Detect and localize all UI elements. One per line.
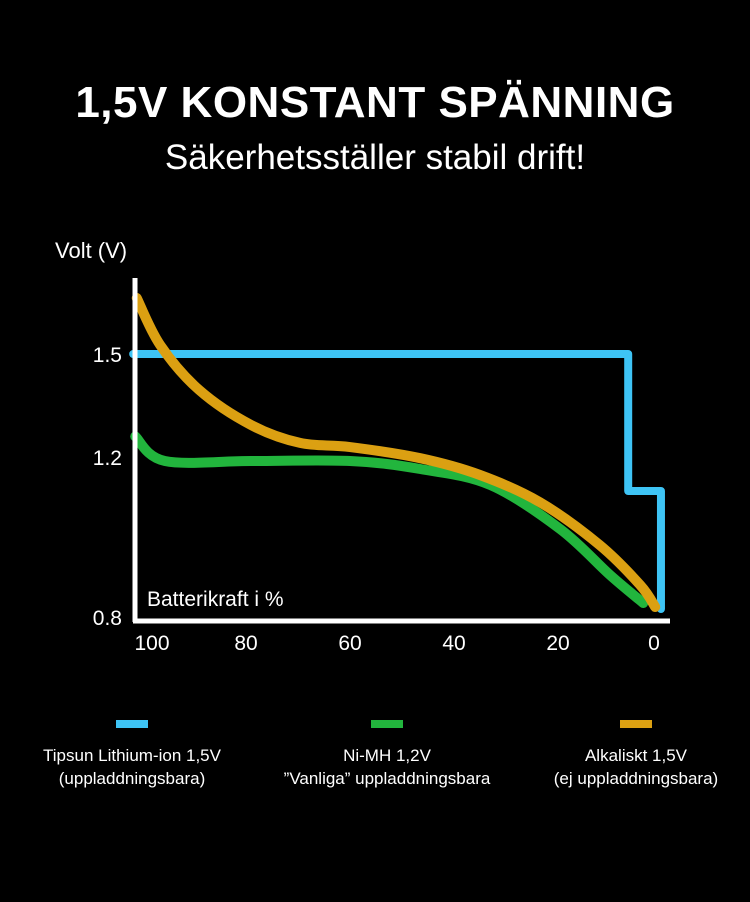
x-tick-label: 0 [648,632,660,655]
legend-item-alkaline: Alkaliskt 1,5V (ej uppladdningsbara) [506,720,750,790]
y-tick-label: 0.8 [93,607,122,630]
x-tick-label: 40 [442,632,465,655]
y-axis-label: Volt (V) [55,238,127,263]
series-line-lithium [129,350,665,613]
series-line-alkaline [131,293,661,612]
legend-label: Ni-MH 1,2V [343,746,431,765]
x-axis-label: Batterikraft i % [147,588,284,611]
x-tick-label: 60 [338,632,361,655]
legend-item-nimh: Ni-MH 1,2V ”Vanliga” uppladdningsbara [257,720,517,790]
legend-sublabel: ”Vanliga” uppladdningsbara [283,769,491,788]
page-subtitle: Säkerhetsställer stabil drift! [164,138,586,177]
x-tick-label: 80 [234,632,257,655]
series-line-nimh [130,431,649,608]
page-title: 1,5V KONSTANT SPÄNNING [75,78,675,127]
legend-item-lithium: Tipsun Lithium-ion 1,5V (uppladdningsbar… [2,720,262,790]
legend-sublabel: (ej uppladdningsbara) [553,769,719,788]
legend-sublabel: (uppladdningsbara) [58,769,206,788]
legend-swatch-alkaline [620,720,652,728]
x-tick-label: 20 [546,632,569,655]
legend-swatch-lithium [116,720,148,728]
voltage-chart: Volt (V) Batterikraft i % 1.5 1.2 0.8 100 80… [55,238,670,655]
y-tick-label: 1.2 [93,447,122,470]
y-tick-label: 1.5 [93,344,122,367]
x-tick-label: 100 [134,632,169,655]
legend-label: Alkaliskt 1,5V [584,746,688,765]
legend-label: Tipsun Lithium-ion 1,5V [43,746,221,765]
legend-swatch-nimh [371,720,403,728]
